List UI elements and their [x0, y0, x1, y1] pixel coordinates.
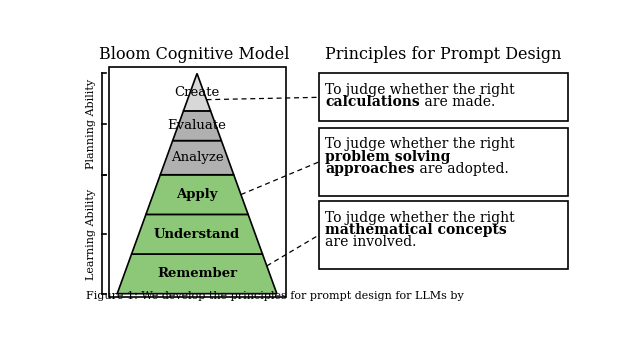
Text: Bloom Cognitive Model: Bloom Cognitive Model	[99, 46, 290, 63]
Polygon shape	[184, 73, 211, 111]
Text: Planning Ability: Planning Ability	[86, 79, 96, 169]
Text: To judge whether the right: To judge whether the right	[325, 138, 519, 151]
Polygon shape	[146, 175, 248, 214]
Text: Principles for Prompt Design: Principles for Prompt Design	[325, 46, 562, 63]
Text: To judge whether the right: To judge whether the right	[325, 83, 519, 97]
Text: are adopted.: are adopted.	[415, 162, 508, 176]
Polygon shape	[160, 141, 234, 175]
Text: Create: Create	[174, 86, 220, 99]
Text: problem solving: problem solving	[325, 150, 451, 164]
Text: Understand: Understand	[154, 228, 240, 241]
Polygon shape	[132, 214, 262, 254]
Text: are made.: are made.	[420, 95, 495, 109]
Text: Evaluate: Evaluate	[168, 119, 227, 132]
FancyBboxPatch shape	[319, 128, 568, 196]
Text: To judge whether the right: To judge whether the right	[325, 210, 519, 224]
Text: approaches: approaches	[325, 162, 415, 176]
FancyBboxPatch shape	[109, 67, 286, 297]
Text: Learning Ability: Learning Ability	[86, 189, 96, 280]
Text: mathematical concepts: mathematical concepts	[325, 223, 507, 237]
Text: Remember: Remember	[157, 267, 237, 280]
Text: are involved.: are involved.	[325, 235, 416, 249]
Text: Apply: Apply	[176, 188, 218, 201]
Polygon shape	[173, 111, 221, 141]
Text: Figure 1: We develop the principles for prompt design for LLMs by: Figure 1: We develop the principles for …	[86, 291, 464, 302]
Text: calculations: calculations	[325, 95, 420, 109]
FancyBboxPatch shape	[319, 201, 568, 269]
FancyBboxPatch shape	[319, 73, 568, 121]
Polygon shape	[117, 254, 277, 294]
Text: Analyze: Analyze	[171, 151, 223, 164]
